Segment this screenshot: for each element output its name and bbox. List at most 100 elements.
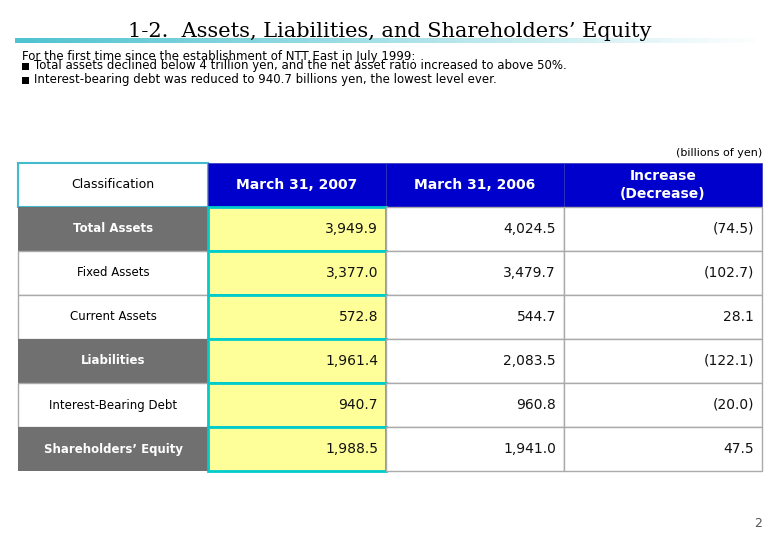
Bar <box>362 38 372 43</box>
Bar <box>756 38 765 43</box>
Bar <box>644 38 653 43</box>
Bar <box>18 163 208 207</box>
Bar <box>564 251 762 295</box>
Bar <box>22 77 29 84</box>
Text: (122.1): (122.1) <box>704 354 754 368</box>
Bar <box>386 163 564 207</box>
Bar <box>521 38 531 43</box>
Bar <box>127 38 137 43</box>
Bar <box>587 38 597 43</box>
Bar <box>409 38 419 43</box>
Bar <box>334 38 344 43</box>
Bar <box>156 38 165 43</box>
Text: (74.5): (74.5) <box>712 222 754 236</box>
Bar <box>502 38 512 43</box>
Bar <box>193 38 203 43</box>
Text: Total assets declined below 4 trillion yen, and the net asset ratio increased to: Total assets declined below 4 trillion y… <box>34 59 567 72</box>
Bar <box>615 38 625 43</box>
Bar <box>737 38 746 43</box>
Bar <box>259 38 268 43</box>
Text: Interest-bearing debt was reduced to 940.7 billions yen, the lowest level ever.: Interest-bearing debt was reduced to 940… <box>34 73 497 86</box>
Bar <box>306 38 315 43</box>
Bar <box>268 38 278 43</box>
Bar <box>287 38 296 43</box>
Text: Shareholders’ Equity: Shareholders’ Equity <box>44 442 183 456</box>
Bar <box>530 38 541 43</box>
Text: 1,961.4: 1,961.4 <box>325 354 378 368</box>
Bar <box>427 38 438 43</box>
Bar <box>52 38 62 43</box>
Text: For the first time since the establishment of NTT East in July 1999:: For the first time since the establishme… <box>22 50 416 63</box>
Text: Fixed Assets: Fixed Assets <box>76 267 149 280</box>
Bar <box>399 38 410 43</box>
Bar <box>18 295 208 339</box>
Bar <box>558 38 569 43</box>
Bar <box>18 251 208 295</box>
Bar <box>540 38 550 43</box>
Text: 3,479.7: 3,479.7 <box>503 266 556 280</box>
Bar <box>564 207 762 251</box>
Bar <box>390 38 400 43</box>
Bar <box>315 38 325 43</box>
Bar <box>386 207 564 251</box>
Bar <box>62 38 72 43</box>
Bar <box>18 383 208 427</box>
Bar <box>203 38 212 43</box>
Bar <box>208 339 386 383</box>
Text: March 31, 2006: March 31, 2006 <box>414 178 536 192</box>
Text: 4,024.5: 4,024.5 <box>504 222 556 236</box>
Bar <box>564 163 762 207</box>
Bar <box>371 38 381 43</box>
Text: 47.5: 47.5 <box>723 442 754 456</box>
Bar <box>568 38 578 43</box>
Bar <box>99 38 109 43</box>
Bar <box>596 38 606 43</box>
Bar <box>208 427 386 471</box>
Text: 2,083.5: 2,083.5 <box>503 354 556 368</box>
Text: 2: 2 <box>754 517 762 530</box>
Bar <box>386 251 564 295</box>
Bar <box>165 38 175 43</box>
Text: 28.1: 28.1 <box>723 310 754 324</box>
Text: 3,949.9: 3,949.9 <box>325 222 378 236</box>
Bar <box>324 38 335 43</box>
Bar <box>564 427 762 471</box>
Bar <box>208 207 386 251</box>
Text: Classification: Classification <box>72 179 154 192</box>
Bar <box>212 38 222 43</box>
Text: 572.8: 572.8 <box>339 310 378 324</box>
Text: 940.7: 940.7 <box>339 398 378 412</box>
Bar <box>296 38 306 43</box>
Bar <box>386 339 564 383</box>
Bar <box>624 38 634 43</box>
Bar <box>512 38 522 43</box>
Bar <box>564 339 762 383</box>
Bar <box>24 38 34 43</box>
Text: Liabilities: Liabilities <box>81 354 145 368</box>
Bar <box>34 38 44 43</box>
Bar <box>108 38 119 43</box>
Bar <box>250 38 259 43</box>
Bar <box>80 38 90 43</box>
Bar <box>746 38 756 43</box>
Text: 3,377.0: 3,377.0 <box>325 266 378 280</box>
Bar <box>118 38 128 43</box>
Text: Total Assets: Total Assets <box>73 222 153 235</box>
Bar <box>22 63 29 70</box>
Text: Increase
(Decrease): Increase (Decrease) <box>620 170 706 201</box>
Bar <box>18 339 208 383</box>
Text: (billions of yen): (billions of yen) <box>675 148 762 158</box>
Bar <box>222 38 231 43</box>
Bar <box>386 383 564 427</box>
Bar <box>446 38 456 43</box>
Bar <box>633 38 643 43</box>
Bar <box>343 38 353 43</box>
Bar <box>15 38 25 43</box>
Bar <box>353 38 363 43</box>
Bar <box>681 38 690 43</box>
Bar <box>700 38 709 43</box>
Bar <box>386 295 564 339</box>
Text: Interest-Bearing Debt: Interest-Bearing Debt <box>49 399 177 411</box>
Bar <box>653 38 662 43</box>
Bar <box>71 38 81 43</box>
